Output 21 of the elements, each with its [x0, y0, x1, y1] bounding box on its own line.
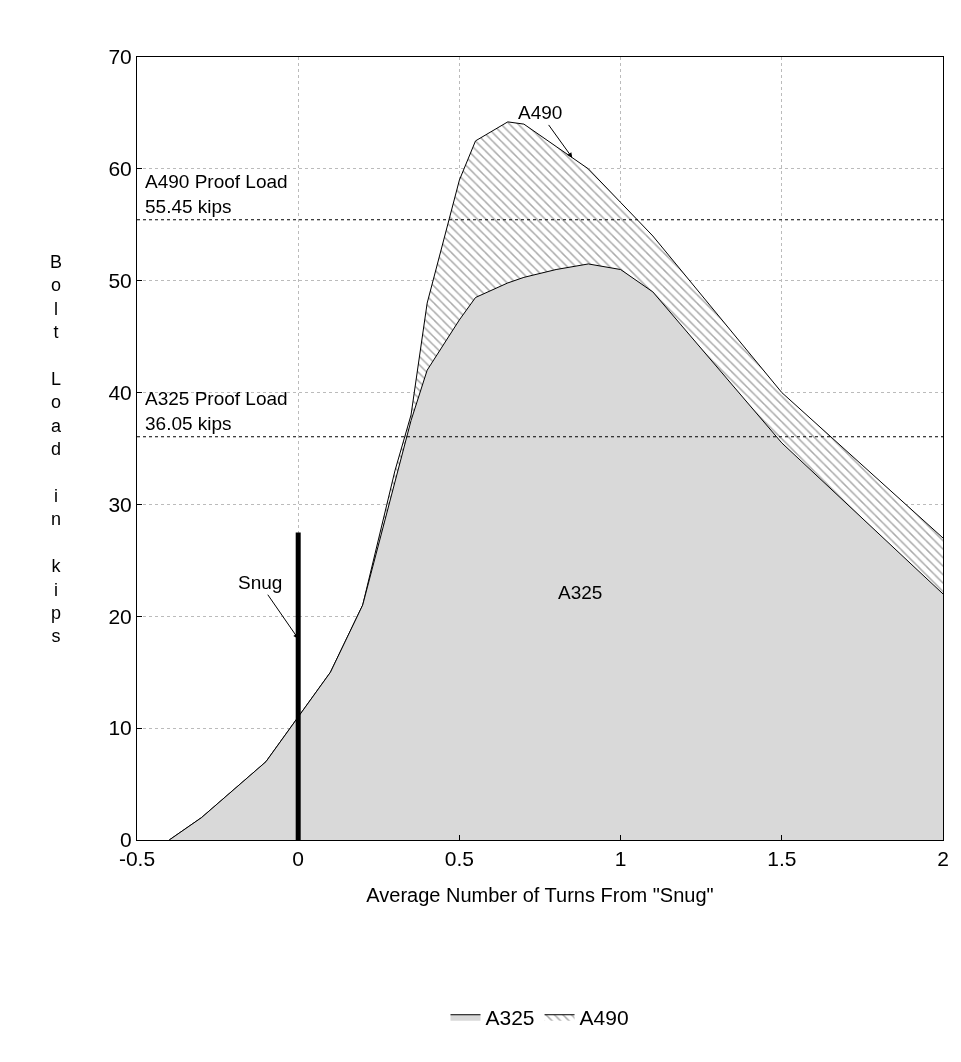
x-tick-label: 1: [614, 847, 627, 871]
annotation: Snug: [238, 572, 283, 593]
legend-label: A325: [485, 1005, 535, 1029]
ref-line-label: A490 Proof Load 55.45 kips: [145, 171, 288, 217]
y-tick-label: 20: [108, 604, 132, 628]
x-tick-label: 0.5: [444, 847, 474, 871]
text: Bolt Load in kips: [50, 252, 63, 647]
y-tick-label: 40: [108, 380, 132, 404]
annotation: A325: [558, 582, 603, 603]
y-tick-label: 70: [108, 45, 132, 69]
y-tick-label: 50: [108, 269, 132, 293]
y-tick-label: 60: [108, 157, 132, 181]
legend-label: A490: [579, 1005, 629, 1029]
x-axis-title: Average Number of Turns From "Snug": [366, 883, 714, 906]
annotation: A490: [518, 102, 563, 123]
x-tick-label: 0: [292, 847, 305, 871]
x-tick-label: 2: [937, 847, 949, 871]
x-tick-label: 1.5: [767, 847, 797, 871]
ref-line-label: A325 Proof Load 36.05 kips: [145, 388, 288, 434]
y-tick-label: 10: [108, 716, 132, 740]
y-tick-label: 30: [108, 492, 132, 516]
